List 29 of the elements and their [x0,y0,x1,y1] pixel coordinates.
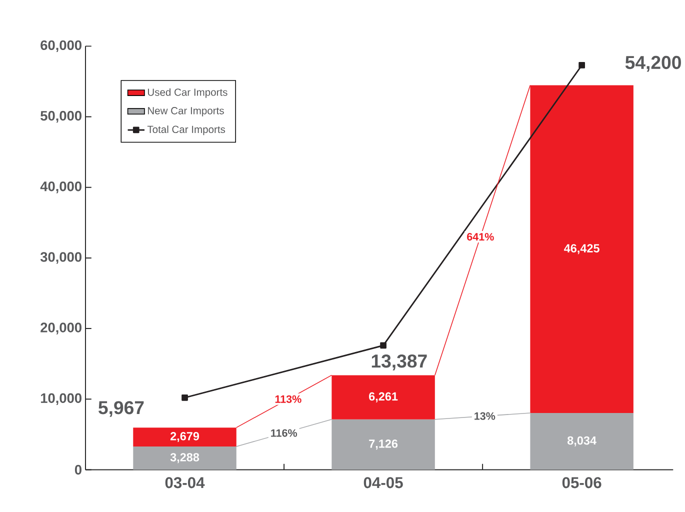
y-tick-label: 20,000 [40,322,82,334]
annotation: 113% [275,395,302,403]
point [380,342,386,349]
annotation: 5,967 [98,401,144,417]
data-label: 7,126 [369,440,398,450]
y-tick-label: 0 [74,464,82,475]
y-tick-label: 30,000 [40,252,82,264]
annotation: 13% [474,412,496,420]
data-label: 8,034 [567,436,596,446]
data-label: 3,288 [170,453,200,464]
x-tick-label: 05-06 [562,477,602,488]
y-tick-label: 60,000 [40,40,82,52]
annotation: 13,387 [372,354,427,370]
x-tick-label: 03-04 [165,477,205,488]
legend-label: New Car Imports [148,107,224,116]
data-label: 2,679 [170,432,200,442]
y-tick-label: 50,000 [40,110,82,123]
data-label: 6,261 [369,392,398,402]
point [182,394,188,401]
legend-label: Used Car Imports [148,88,228,98]
x-tick-label: 04-05 [364,477,403,488]
data-label: 46,425 [564,244,600,254]
annotation: 54,200 [625,56,681,72]
y-tick-label: 40,000 [40,182,82,194]
legend-label: Total Car Imports [147,126,226,136]
annotation: 641% [467,232,494,241]
y-tick-label: 10,000 [40,393,82,405]
annotation: 116% [271,429,298,437]
point [578,62,585,68]
